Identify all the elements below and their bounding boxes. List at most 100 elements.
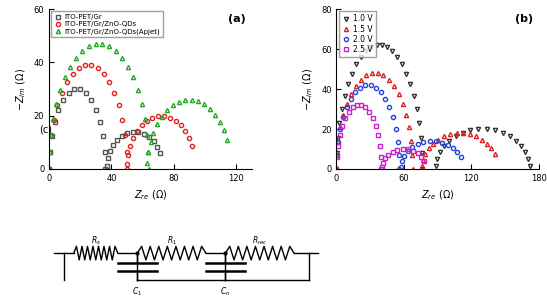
1.0 V [410, 94, 417, 98]
1.5 V [406, 125, 412, 129]
1.0 V [384, 45, 391, 49]
Legend: ITO-PET/Gr, ITO-PET/Gr/ZnO-QDs, ITO-PET/Gr/ZnO-QDs(Apjet): ITO-PET/Gr, ITO-PET/Gr/ZnO-QDs, ITO-PET/… [51, 11, 163, 37]
ITO-PET/Gr [102, 167, 108, 171]
ITO-PET/Gr/ZnO-QDs(Apjet) [106, 45, 113, 48]
2.0 V [367, 84, 374, 87]
2.0 V [362, 84, 369, 87]
1.0 V [414, 108, 420, 111]
2.5 V [378, 155, 385, 159]
1.5 V [335, 139, 341, 142]
ITO-PET/Gr/ZnO-QDs [59, 91, 65, 94]
1.0 V [379, 44, 385, 47]
ITO-PET/Gr/ZnO-QDs [124, 167, 130, 171]
1.5 V [369, 72, 375, 75]
2.0 V [386, 105, 393, 109]
ITO-PET/Gr/ZnO-QDs(Apjet) [62, 76, 68, 79]
2.5 V [334, 155, 340, 159]
1.0 V [394, 55, 400, 59]
2.0 V [357, 86, 364, 89]
1.5 V [395, 92, 402, 96]
1.5 V [347, 92, 354, 96]
2.5 V [346, 110, 352, 114]
2.0 V [394, 140, 401, 144]
1.0 V [335, 136, 341, 140]
2.0 V [344, 105, 350, 109]
ITO-PET/Gr [100, 135, 106, 138]
1.5 V [334, 153, 340, 157]
Text: $R_1$: $R_1$ [166, 235, 177, 248]
1.0 V [403, 72, 410, 75]
1.0 V [353, 62, 359, 66]
X-axis label: $Z_{re}$ ($\Omega$): $Z_{re}$ ($\Omega$) [133, 188, 167, 202]
ITO-PET/Gr/ZnO-QDs(Apjet) [57, 88, 63, 92]
1.0 V [418, 152, 425, 155]
ITO-PET/Gr/ZnO-QDs(Apjet) [146, 167, 152, 171]
ITO-PET/Gr/ZnO-QDs [48, 133, 55, 137]
ITO-PET/Gr/ZnO-QDs(Apjet) [48, 133, 54, 137]
Legend: 1.0 V, 1.5 V, 2.0 V, 2.5 V: 1.0 V, 1.5 V, 2.0 V, 2.5 V [339, 12, 376, 57]
1.0 V [416, 122, 422, 125]
2.0 V [337, 127, 344, 131]
1.0 V [336, 122, 343, 125]
ITO-PET/Gr/ZnO-QDs [115, 103, 122, 107]
2.0 V [392, 127, 399, 131]
1.5 V [408, 139, 415, 142]
1.0 V [368, 45, 375, 49]
Line: ITO-PET/Gr/ZnO-QDs: ITO-PET/Gr/ZnO-QDs [47, 63, 129, 171]
ITO-PET/Gr/ZnO-QDs(Apjet) [119, 56, 125, 60]
Text: $R_s$: $R_s$ [91, 235, 101, 248]
2.0 V [373, 86, 379, 89]
2.0 V [347, 97, 354, 101]
Text: (c): (c) [39, 124, 53, 134]
ITO-PET/Gr/ZnO-QDs [101, 72, 107, 76]
ITO-PET/Gr [71, 88, 78, 91]
ITO-PET/Gr [65, 91, 72, 95]
ITO-PET/Gr/ZnO-QDs [82, 64, 88, 67]
Line: 2.0 V: 2.0 V [334, 83, 401, 171]
2.0 V [334, 153, 340, 157]
ITO-PET/Gr [46, 151, 53, 154]
ITO-PET/Gr/ZnO-QDs [46, 150, 53, 154]
Line: 1.0 V: 1.0 V [334, 43, 424, 171]
Text: $C_1$: $C_1$ [132, 285, 142, 298]
1.5 V [391, 84, 397, 88]
ITO-PET/Gr/ZnO-QDs [51, 118, 57, 121]
Text: $R_{rec}$: $R_{rec}$ [252, 235, 267, 248]
ITO-PET/Gr/ZnO-QDs [119, 118, 126, 121]
ITO-PET/Gr/ZnO-QDs(Apjet) [138, 102, 145, 106]
1.0 V [363, 49, 369, 53]
ITO-PET/Gr/ZnO-QDs [46, 167, 53, 171]
ITO-PET/Gr/ZnO-QDs(Apjet) [73, 56, 79, 60]
1.5 V [358, 78, 364, 82]
ITO-PET/Gr [97, 120, 103, 124]
1.5 V [344, 102, 350, 105]
1.0 V [407, 82, 414, 86]
2.5 V [366, 110, 373, 114]
ITO-PET/Gr/ZnO-QDs(Apjet) [67, 65, 74, 68]
ITO-PET/Gr [51, 120, 58, 124]
1.0 V [341, 94, 348, 98]
2.5 V [333, 167, 340, 171]
Line: 1.5 V: 1.5 V [334, 71, 415, 171]
ITO-PET/Gr/ZnO-QDs [106, 80, 113, 84]
2.5 V [342, 116, 348, 120]
ITO-PET/Gr [92, 108, 99, 112]
1.5 V [410, 167, 416, 171]
ITO-PET/Gr/ZnO-QDs [69, 72, 76, 76]
2.0 V [395, 153, 402, 157]
ITO-PET/Gr/ZnO-QDs(Apjet) [50, 117, 57, 121]
ITO-PET/Gr/ZnO-QDs(Apjet) [145, 150, 152, 154]
2.5 V [353, 104, 360, 107]
2.5 V [373, 124, 379, 128]
2.0 V [389, 116, 396, 119]
1.0 V [348, 72, 355, 75]
2.5 V [339, 124, 346, 128]
Y-axis label: $-Z_{im}$ ($\Omega$): $-Z_{im}$ ($\Omega$) [15, 68, 28, 111]
ITO-PET/Gr [48, 135, 55, 138]
Text: (b): (b) [515, 14, 533, 24]
ITO-PET/Gr/ZnO-QDs(Apjet) [135, 88, 141, 92]
ITO-PET/Gr/ZnO-QDs [88, 64, 95, 67]
ITO-PET/Gr/ZnO-QDs [63, 80, 70, 84]
1.5 V [340, 113, 346, 117]
ITO-PET/Gr/ZnO-QDs(Apjet) [99, 42, 106, 46]
